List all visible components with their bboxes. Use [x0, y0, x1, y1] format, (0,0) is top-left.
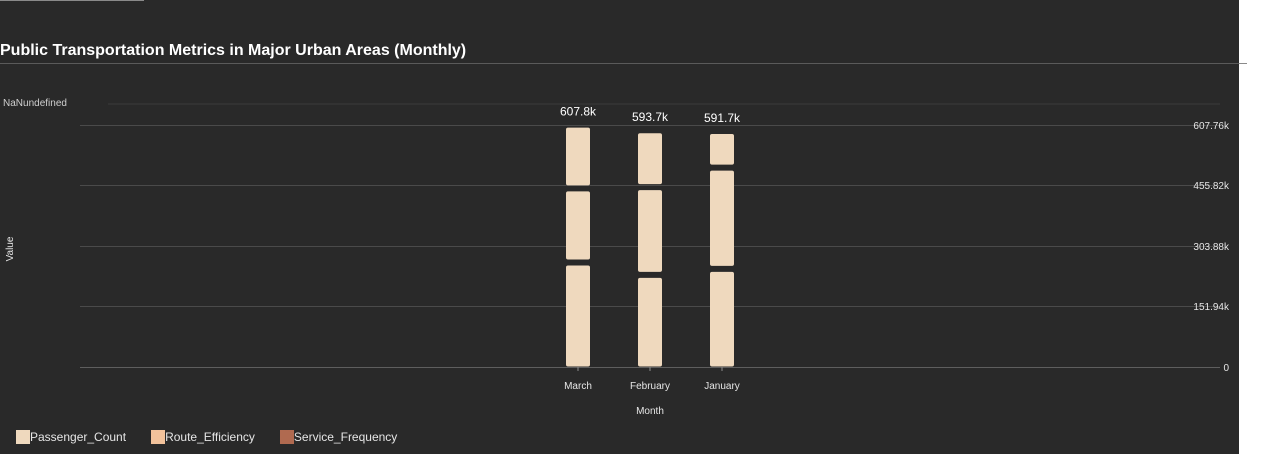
total-labels: 607.8k 593.7k 591.7k [560, 105, 741, 125]
title-divider-extension [1239, 63, 1247, 64]
title-divider [0, 63, 1239, 64]
total-label: 593.7k [632, 110, 669, 124]
legend-item[interactable]: Service_Frequency [279, 430, 398, 444]
bar-segment-service-frequency[interactable] [638, 133, 662, 185]
y-axis-ticks: 0 151.94k 303.88k 455.82k 607.76k [1193, 121, 1230, 374]
x-tick-label: March [564, 381, 592, 392]
x-axis-title: Month [636, 406, 664, 417]
y-tick-label: 455.82k [1193, 181, 1230, 192]
x-axis-ticks: March February January [564, 367, 740, 392]
legend-label: Service_Frequency [293, 430, 398, 444]
total-label: 607.8k [560, 105, 597, 119]
chart-panel: Public Transportation Metrics in Major U… [0, 0, 1247, 454]
y-tick-label: 303.88k [1193, 242, 1230, 253]
bar-segment-route-efficiency[interactable] [710, 170, 734, 266]
legend: Passenger_Count Route_Efficiency Service_F… [16, 430, 422, 444]
chart-title: Public Transportation Metrics in Major U… [0, 42, 467, 59]
bars [566, 127, 734, 367]
bar-segment-passenger-count[interactable] [710, 271, 734, 367]
tab-indicator [0, 0, 144, 1]
bar-segment-route-efficiency[interactable] [566, 191, 590, 260]
bar-segment-route-efficiency[interactable] [638, 190, 662, 272]
x-tick-label: February [630, 381, 670, 392]
legend-swatch [279, 430, 294, 444]
legend-label: Route_Efficiency [165, 430, 255, 444]
legend-swatch [151, 430, 166, 444]
y-tick-label: 151.94k [1193, 302, 1230, 313]
bar-segment-service-frequency[interactable] [566, 127, 590, 186]
legend-item[interactable]: Passenger_Count [16, 430, 126, 444]
y-axis-title: Value [5, 236, 16, 261]
legend-swatch [16, 430, 30, 444]
bar-chart: NaNundefined Value Month 0 151.94k 303.88k… [3, 98, 1230, 417]
legend-item[interactable]: Route_Efficiency [151, 430, 255, 444]
x-tick-label: January [704, 381, 740, 392]
total-label: 591.7k [704, 111, 741, 125]
top-left-label: NaNundefined [3, 98, 67, 109]
y-tick-label: 607.76k [1193, 121, 1230, 132]
bar-segment-passenger-count[interactable] [566, 265, 590, 367]
y-tick-label: 0 [1223, 363, 1229, 374]
bar-segment-passenger-count[interactable] [638, 277, 662, 367]
bar-segment-service-frequency[interactable] [710, 134, 734, 165]
legend-label: Passenger_Count [30, 430, 127, 444]
